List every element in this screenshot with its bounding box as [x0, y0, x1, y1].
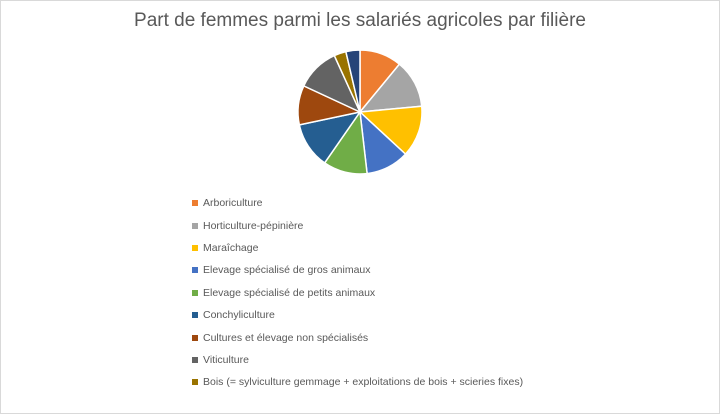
- legend-item[interactable]: Arboriculture: [192, 192, 523, 214]
- legend-swatch: [192, 222, 198, 229]
- legend-label: Viticulture: [203, 353, 249, 366]
- legend-swatch: [192, 379, 198, 386]
- legend-swatch: [192, 289, 198, 296]
- pie-slice-10[interactable]: [344, 49, 361, 113]
- legend-label: Arboriculture: [203, 197, 263, 210]
- legend-label: Bois (= sylviculture gemmage + exploitat…: [203, 376, 524, 389]
- legend-swatch: [192, 200, 198, 207]
- legend-label: Maraîchage: [203, 241, 259, 254]
- legend-item[interactable]: Elevage spécialisé de petits animaux: [192, 282, 523, 304]
- legend-swatch: [192, 267, 198, 274]
- legend-item[interactable]: Viticulture: [192, 349, 523, 371]
- legend-swatch: [192, 356, 198, 363]
- legend-label: Cultures et élevage non spécialisés: [203, 331, 369, 344]
- legend: Arboriculture Horticulture-pépinière Maraî…: [192, 192, 523, 394]
- chart-title: Part de femmes parmi les salariés agrico…: [134, 10, 586, 31]
- legend-swatch: [192, 312, 198, 319]
- legend-swatch: [192, 244, 198, 251]
- legend-label: Elevage spécialisé de gros animaux: [203, 264, 371, 277]
- legend-label: Horticulture-pépinière: [203, 219, 304, 232]
- legend-label: Elevage spécialisé de petits animaux: [203, 286, 376, 299]
- legend-item[interactable]: Bois (= sylviculture gemmage + exploitat…: [192, 371, 523, 393]
- legend-item[interactable]: Maraîchage: [192, 237, 523, 259]
- legend-item[interactable]: Cultures et élevage non spécialisés: [192, 326, 523, 348]
- legend-swatch: [192, 334, 198, 341]
- legend-label: Conchyliculture: [203, 309, 275, 322]
- legend-item[interactable]: Horticulture-pépinière: [192, 214, 523, 236]
- legend-item[interactable]: Conchyliculture: [192, 304, 523, 326]
- legend-item[interactable]: Elevage spécialisé de gros animaux: [192, 259, 523, 281]
